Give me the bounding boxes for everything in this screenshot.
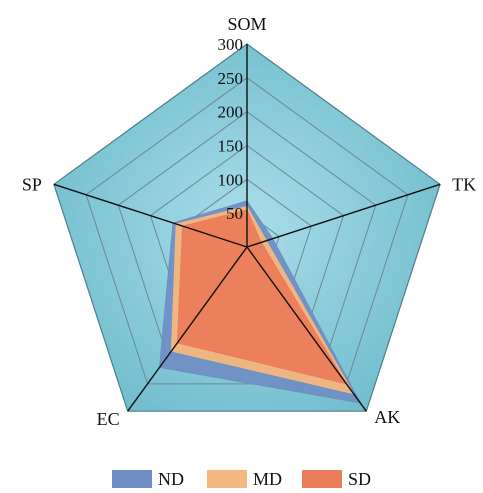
axis-label-som: SOM <box>227 14 266 34</box>
axis-label-tk: TK <box>452 174 476 194</box>
tick-label: 300 <box>218 35 244 54</box>
radar-axes <box>53 44 441 412</box>
tick-label: 250 <box>218 69 244 88</box>
legend-label-nd: ND <box>158 469 184 489</box>
axis-line-tk <box>246 183 441 248</box>
radar-axis-labels: SOM TK AK EC SP <box>22 14 476 429</box>
axis-line-sp <box>53 183 248 248</box>
radar-series <box>158 200 362 404</box>
radar-tick-labels: 50 100 150 200 250 300 <box>218 35 244 223</box>
grid-ring <box>85 77 409 385</box>
axis-label-sp: SP <box>22 174 42 194</box>
legend-swatch-sd <box>302 470 342 488</box>
tick-label: 150 <box>218 137 244 156</box>
axis-line-ak <box>246 246 367 412</box>
legend-label-md: MD <box>253 469 282 489</box>
legend-swatch-nd <box>112 470 152 488</box>
axis-label-ak: AK <box>374 407 400 427</box>
tick-label: 200 <box>218 103 244 122</box>
legend-label-sd: SD <box>348 469 371 489</box>
tick-label: 100 <box>218 170 244 189</box>
legend-swatch-md <box>207 470 247 488</box>
legend: ND MD SD <box>112 469 371 489</box>
series-sd-area <box>176 209 348 385</box>
axis-label-ec: EC <box>97 409 120 429</box>
axis-line-ec <box>127 246 248 412</box>
tick-label: 50 <box>226 204 243 223</box>
